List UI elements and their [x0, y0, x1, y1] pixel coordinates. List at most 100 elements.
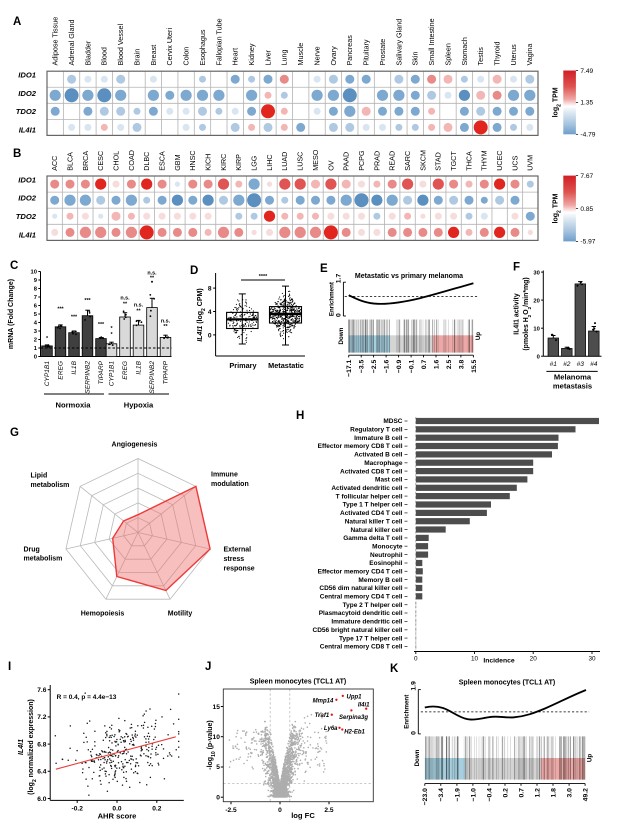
svg-text:*: * — [110, 332, 113, 338]
svg-text:Adipose Tissue: Adipose Tissue — [51, 17, 60, 66]
svg-text:Mast cell: Mast cell — [375, 477, 403, 484]
svg-text:STAD: STAD — [434, 152, 443, 171]
svg-text:0: 0 — [537, 354, 540, 360]
svg-text:2.5: 2.5 — [324, 807, 333, 814]
svg-text:UCS: UCS — [510, 155, 519, 170]
svg-text:1.7: 1.7 — [335, 274, 342, 284]
svg-text:R = 0.4, p = 4.4e−13: R = 0.4, p = 4.4e−13 — [57, 694, 117, 701]
svg-text:Activated CD4 T cell: Activated CD4 T cell — [340, 510, 403, 517]
svg-text:***: *** — [84, 298, 91, 304]
svg-text:Metastatic: Metastatic — [268, 361, 304, 370]
svg-text:49.2: 49.2 — [583, 788, 590, 801]
svg-text:IDO2: IDO2 — [18, 89, 37, 98]
svg-text:Type 2 T helper cell: Type 2 T helper cell — [343, 602, 403, 609]
svg-text:#2: #2 — [563, 361, 571, 368]
svg-text:Heart: Heart — [231, 48, 240, 66]
svg-text:Uterus: Uterus — [509, 44, 518, 66]
svg-text:−1.0: −1.0 — [470, 788, 477, 802]
svg-text:Gamma delta T cell: Gamma delta T cell — [343, 535, 402, 542]
svg-text:Natural killer cell: Natural killer cell — [350, 527, 402, 534]
svg-text:Melanoma: Melanoma — [554, 373, 592, 382]
svg-text:0: 0 — [208, 332, 212, 339]
svg-text:Central memory CD4 T cell: Central memory CD4 T cell — [320, 594, 403, 601]
svg-text:6.8: 6.8 — [37, 741, 46, 748]
svg-text:Motility: Motility — [168, 611, 193, 618]
svg-text:−0.1: −0.1 — [408, 359, 415, 373]
svg-text:Breast: Breast — [149, 45, 158, 66]
svg-text:Down: Down — [338, 327, 345, 344]
svg-text:Eosinophil: Eosinophil — [369, 560, 402, 567]
svg-text:log FC: log FC — [291, 811, 315, 820]
svg-text:Skin: Skin — [411, 52, 420, 66]
svg-text:30: 30 — [588, 656, 596, 663]
svg-text:Muscle: Muscle — [296, 43, 305, 66]
svg-text:KIRC: KIRC — [219, 154, 228, 171]
svg-text:***: *** — [71, 315, 78, 321]
svg-text:Spleen: Spleen — [443, 43, 452, 65]
svg-text:IL1B: IL1B — [71, 360, 78, 374]
svg-text:0.7: 0.7 — [421, 359, 428, 369]
svg-text:10: 10 — [533, 326, 539, 332]
svg-text:Serpina3g: Serpina3g — [339, 715, 368, 721]
svg-text:metabolism: metabolism — [31, 482, 70, 489]
svg-text:8: 8 — [34, 287, 38, 293]
svg-text:4: 4 — [34, 321, 38, 327]
svg-text:TIPARP: TIPARP — [163, 360, 170, 384]
svg-text:0.85: 0.85 — [580, 206, 593, 213]
svg-text:PCPG: PCPG — [357, 150, 366, 171]
svg-text:7.67: 7.67 — [580, 173, 593, 180]
svg-text:Hypoxia: Hypoxia — [124, 401, 154, 410]
svg-text:Pancreas: Pancreas — [345, 35, 354, 66]
svg-text:Blood: Blood — [100, 47, 109, 65]
svg-text:TDO2: TDO2 — [16, 212, 37, 221]
svg-text:UVM: UVM — [526, 155, 535, 171]
svg-text:F: F — [513, 262, 520, 274]
svg-text:ACC: ACC — [50, 156, 59, 171]
svg-text:#3: #3 — [577, 361, 585, 368]
svg-text:Upp1: Upp1 — [347, 694, 363, 700]
svg-text:CYP1B1: CYP1B1 — [44, 361, 51, 387]
svg-text:Enrichment: Enrichment — [328, 282, 335, 316]
svg-text:IL1B: IL1B — [136, 360, 143, 374]
svg-text:Neutrophil: Neutrophil — [370, 552, 403, 559]
svg-text:Kidney: Kidney — [247, 43, 256, 65]
svg-text:MDSC: MDSC — [383, 418, 402, 425]
svg-text:−17.1: −17.1 — [346, 359, 353, 376]
svg-text:Esophagus: Esophagus — [198, 29, 207, 65]
svg-text:Natural killer T cell: Natural killer T cell — [345, 518, 403, 525]
svg-text:Type 1 T helper cell: Type 1 T helper cell — [343, 502, 403, 509]
svg-text:n.s.: n.s. — [161, 319, 171, 325]
svg-text:LGG: LGG — [250, 155, 259, 171]
svg-text:PRAD: PRAD — [372, 151, 381, 171]
svg-text:IL4I1: IL4I1 — [19, 126, 36, 135]
svg-text:7.49: 7.49 — [580, 68, 593, 75]
svg-text:EREG: EREG — [58, 361, 65, 380]
svg-text:2.5: 2.5 — [446, 359, 453, 369]
svg-text:10: 10 — [31, 270, 37, 276]
svg-text:−0.9: −0.9 — [396, 359, 403, 373]
svg-text:KICH: KICH — [204, 154, 213, 171]
svg-text:CD56 bright natural killer cel: CD56 bright natural killer cell — [313, 627, 403, 634]
svg-text:Normoxia: Normoxia — [55, 401, 91, 410]
svg-text:10: 10 — [213, 734, 221, 741]
svg-text:Effector memory CD8 T cell: Effector memory CD8 T cell — [318, 443, 403, 450]
svg-text:response: response — [224, 566, 255, 573]
svg-text:Salivary Gland: Salivary Gland — [394, 19, 403, 66]
svg-text:Pituitary: Pituitary — [362, 39, 371, 65]
svg-text:GBM: GBM — [173, 154, 182, 170]
svg-text:Hemopoiesis: Hemopoiesis — [81, 611, 125, 618]
svg-text:6.0: 6.0 — [37, 796, 46, 803]
svg-text:H2-Eb1: H2-Eb1 — [344, 730, 365, 736]
svg-text:Metastatic vs primary melanoma: Metastatic vs primary melanoma — [355, 273, 463, 280]
svg-text:0: 0 — [34, 355, 37, 361]
svg-text:Liver: Liver — [263, 49, 272, 65]
svg-text:CD56 dim natural killer cell: CD56 dim natural killer cell — [319, 585, 402, 592]
svg-text:T follicular helper cell: T follicular helper cell — [336, 493, 403, 500]
svg-text:Angiogenesis: Angiogenesis — [112, 442, 158, 449]
svg-text:****: **** — [259, 274, 268, 280]
svg-text:***: *** — [98, 322, 105, 328]
svg-text:IL4I1 (log2 CPM): IL4I1 (log2 CPM) — [197, 288, 207, 341]
svg-text:IL4I1 activity: IL4I1 activity — [514, 293, 521, 335]
svg-text:(pmoles H2O2/min*mg): (pmoles H2O2/min*mg) — [523, 277, 532, 350]
svg-text:log2 TPM: log2 TPM — [552, 193, 562, 223]
